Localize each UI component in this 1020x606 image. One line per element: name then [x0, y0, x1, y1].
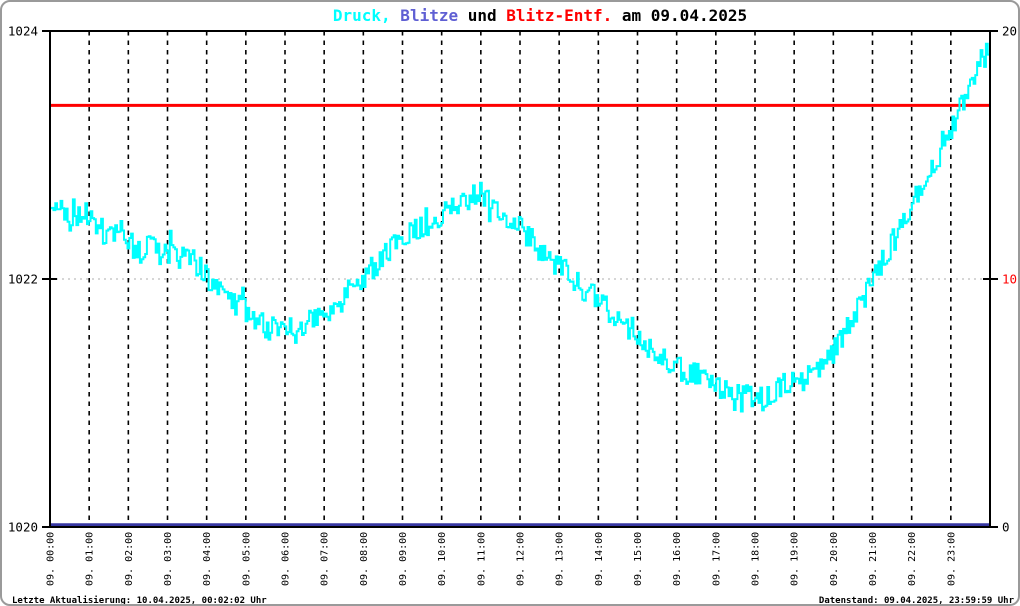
x-axis-tick-label: 09. 18:00 [751, 532, 762, 586]
x-axis-tick-label: 09. 21:00 [868, 532, 879, 586]
x-axis-tick-label: 09. 22:00 [907, 532, 918, 586]
right-axis-tick-label: 10 [1002, 272, 1017, 287]
title-part-und: und [458, 6, 506, 25]
x-axis-tick-label: 09. 23:00 [946, 532, 957, 586]
right-axis-tick-label: 0 [1002, 520, 1010, 535]
x-axis-tick-label: 09. 04:00 [202, 532, 213, 586]
footer-data-state: Datenstand: 09.04.2025, 23:59:59 Uhr [819, 596, 1015, 606]
x-axis-tick-label: 09. 09:00 [398, 532, 409, 586]
chart-title: Druck, Blitze und Blitz-Entf. am 09.04.2… [333, 6, 747, 25]
x-axis-tick-label: 09. 08:00 [359, 532, 370, 586]
x-axis-tick-label: 09. 12:00 [516, 532, 527, 586]
title-part-entf: Blitz-Entf. [506, 6, 612, 25]
left-axis-tick-label: 1020 [8, 520, 38, 535]
left-axis-tick-label: 1024 [8, 24, 38, 39]
axes-layer [42, 30, 998, 528]
x-axis-tick-label: 09. 10:00 [437, 532, 448, 586]
x-axis-tick-label: 09. 17:00 [711, 532, 722, 586]
x-axis-tick-label: 09. 16:00 [672, 532, 683, 586]
title-part-blitze: Blitze [391, 6, 458, 25]
x-axis-tick-label: 09. 13:00 [555, 532, 566, 586]
title-part-date: am 09.04.2025 [612, 6, 747, 25]
x-axis-tick-label: 09. 07:00 [320, 532, 331, 586]
x-axis-tick-label: 09. 11:00 [476, 532, 487, 586]
x-axis-tick-label: 09. 00:00 [46, 532, 57, 586]
x-axis-tick-label: 09. 05:00 [241, 532, 252, 586]
x-axis-tick-label: 09. 19:00 [790, 532, 801, 586]
left-axis-tick-label: 1022 [8, 272, 38, 287]
druck-pressure-line [50, 42, 990, 413]
x-axis-tick-label: 09. 01:00 [85, 532, 96, 586]
right-axis-tick-label: 20 [1002, 24, 1017, 39]
footer-last-update: Letzte Aktualisierung: 10.04.2025, 00:02… [12, 595, 267, 606]
x-axis-tick-label: 09. 15:00 [633, 532, 644, 586]
series-layer [50, 42, 990, 527]
x-axis-tick-label: 09. 20:00 [829, 532, 840, 586]
x-axis-tick-label: 09. 06:00 [281, 532, 292, 586]
x-axis-tick-label: 09. 02:00 [124, 532, 135, 586]
x-axis-tick-label: 09. 14:00 [594, 532, 605, 586]
x-axis-tick-label: 09. 03:00 [163, 532, 174, 586]
title-part-druck: Druck, [333, 6, 391, 25]
